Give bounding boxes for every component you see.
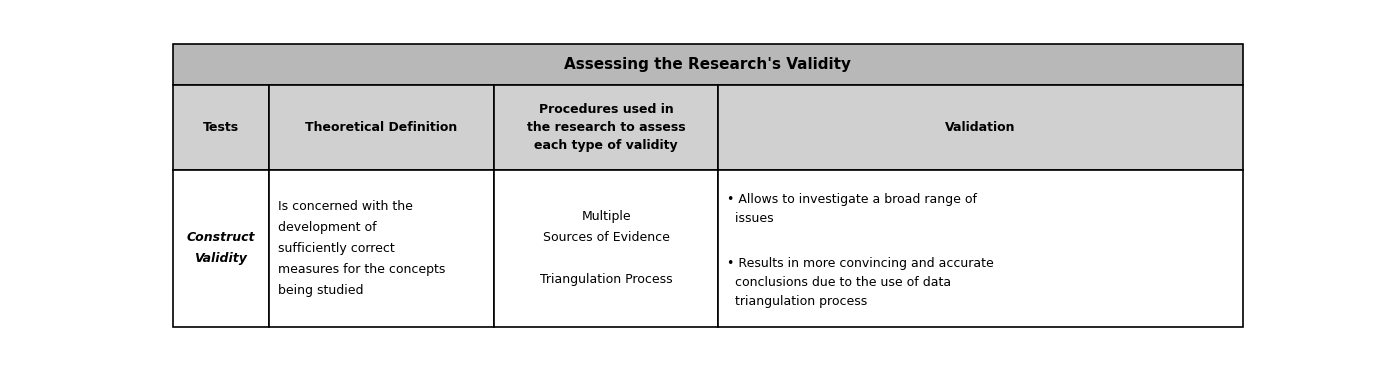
Bar	[173, 170, 269, 327]
Text: Assessing the Research's Validity: Assessing the Research's Validity	[565, 57, 851, 72]
Text: Multiple
Sources of Evidence

Triangulation Process: Multiple Sources of Evidence Triangulati…	[540, 210, 673, 286]
Bar	[269, 85, 494, 170]
Text: Tests: Tests	[203, 121, 239, 134]
Bar	[718, 85, 1243, 170]
Text: • Results in more convincing and accurate
  conclusions due to the use of data
 : • Results in more convincing and accurat…	[726, 257, 994, 308]
Bar	[494, 170, 718, 327]
Text: Construct
Validity: Construct Validity	[186, 231, 255, 265]
Text: Is concerned with the
development of
sufficiently correct
measures for the conce: Is concerned with the development of suf…	[278, 200, 445, 297]
Bar	[173, 44, 1243, 85]
Bar	[494, 85, 718, 170]
Text: • Allows to investigate a broad range of
  issues: • Allows to investigate a broad range of…	[726, 193, 976, 225]
Bar	[269, 170, 494, 327]
Bar	[718, 170, 1243, 327]
Text: Procedures used in
the research to assess
each type of validity: Procedures used in the research to asses…	[526, 103, 685, 152]
Text: Validation: Validation	[946, 121, 1016, 134]
Bar	[173, 85, 269, 170]
Text: Theoretical Definition: Theoretical Definition	[305, 121, 457, 134]
